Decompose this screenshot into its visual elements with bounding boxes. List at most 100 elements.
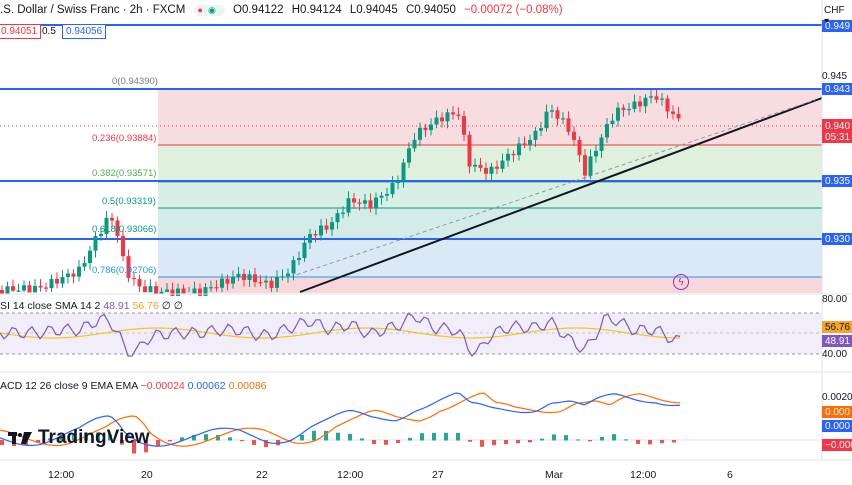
candle-body [291,260,296,274]
candle-body [225,278,230,284]
candle-body [154,286,158,294]
candle-body [396,180,400,184]
candle-body [77,266,81,277]
candle-body [544,111,549,129]
candle-body [385,194,389,196]
candle-body [71,273,76,277]
candle-body [82,263,87,267]
candle-body [269,280,274,288]
fib-level-0382: 0.382(0.93571) [92,168,157,179]
macd-bar [480,440,484,447]
macd-bar [96,432,100,441]
macd-bar [324,430,328,441]
macd-bar [528,440,532,443]
macd-bar [408,437,412,441]
candle-body [143,286,147,293]
macd-bar [600,436,604,441]
macd-bar [444,432,448,441]
time-tick: 12:00 [630,469,657,481]
fib-level-0786: 0.786(0.92706) [92,265,157,276]
candle-body [346,198,351,213]
candle-body [462,116,466,135]
candle-body [49,278,54,289]
macd-bar [384,440,388,445]
lightning-icon[interactable]: ϟ [673,274,689,290]
rsi-flags: ∅ ∅ [161,300,183,312]
macd-bar [120,440,124,445]
macd-bar [60,434,64,441]
candle-body [379,195,384,198]
candle-body [132,277,136,280]
candle-body [434,117,439,125]
spread-value: 0.5 [42,26,56,37]
macd-bar [396,440,400,443]
candle-body [495,166,499,169]
sell-price-button[interactable]: 0.94051 [0,24,42,39]
candle-body [429,124,433,131]
fib-level-0: 0(0.94390) [112,76,158,87]
candle-body [511,153,516,156]
candle-body [418,127,422,140]
candle-body [38,285,43,288]
macd-bar [372,440,376,445]
candle-body [209,287,213,289]
candle-body [159,291,164,294]
tradingview-icon [8,432,32,444]
rsi-legend[interactable]: SI 14 close SMA 14 2 48.91 56.76 ∅ ∅ [0,300,183,312]
macd-value: 0.00062 [187,380,226,392]
candle-body [632,101,637,109]
macd-title: ACD 12 26 close 9 EMA EMA [0,380,138,392]
candle-body [258,282,263,284]
candle-body [517,143,521,156]
macd-legend[interactable]: ACD 12 26 close 9 EMA EMA −0.00024 0.000… [0,380,267,392]
candle-body [22,285,26,291]
buy-price-button[interactable]: 0.94056 [62,24,107,39]
candle-body [93,236,98,251]
currency-label[interactable]: CHF ▾ [824,5,845,27]
candle-body [137,279,142,287]
candle-body [390,183,395,195]
candle-body [440,117,444,122]
candle-body [660,98,664,100]
macd-bar [108,434,112,441]
chart-legend: .S. Dollar / Swiss Franc · 2h · FXCM ● ◉ … [0,4,568,16]
macd-bar [264,440,268,448]
candle-body [104,217,109,234]
candle-body [297,257,301,261]
macd-bar [180,437,184,441]
price-label-0930: 0.930 [825,234,851,245]
macd-bar [36,440,40,443]
candle-body [522,143,527,145]
price-label-0945: 0.945 [822,71,848,82]
rsi-value: 48.91 [103,300,130,312]
candle-body [192,288,197,294]
candle-body [165,289,169,292]
candle-body [247,274,252,280]
tradingview-logo[interactable]: TradingView [8,427,150,449]
macd-axis-top: 0.0020 [822,392,852,403]
macd-bar [300,434,304,441]
time-tick: 12:00 [337,469,364,481]
status-dots[interactable]: ● ◉ [193,5,225,16]
macd-bar [420,433,424,441]
candlesticks [0,89,681,296]
macd-bar [648,440,652,445]
macd-bar [48,438,52,441]
candle-body [324,225,329,230]
candle-body [467,134,472,167]
time-tick: 6 [727,469,733,481]
candle-body [231,276,235,284]
candle-body [110,217,114,221]
candle-body [242,273,246,280]
symbol-title[interactable]: .S. Dollar / Swiss Franc · 2h · FXCM [0,4,186,16]
candle-body [583,155,587,176]
macd-bar [540,438,544,441]
macd-bar [156,440,160,446]
time-tick: 20 [141,469,153,481]
macd-bar [204,434,208,441]
rsi-ma-axis-label: 56.76 [825,322,851,333]
candle-body [610,120,615,125]
candle-body [451,112,455,115]
macd-axis-label: 0.000 [825,421,851,432]
